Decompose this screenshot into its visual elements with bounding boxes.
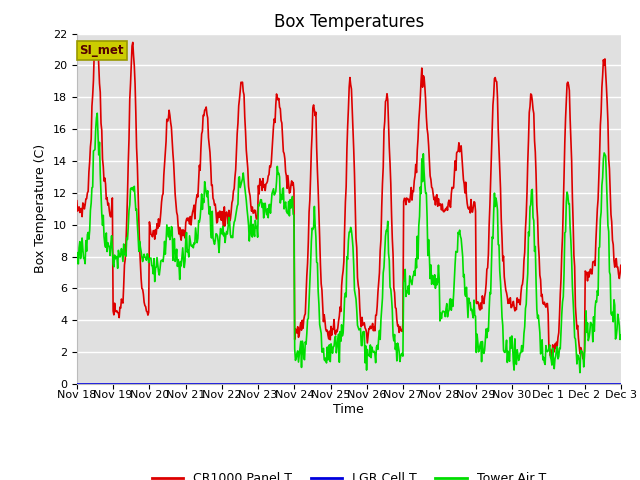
Tower Air T (416, 214, 424, 219)
LGR Cell T (415, 381, 422, 387)
Line: CR1000 Panel T: CR1000 Panel T (77, 42, 621, 359)
Y-axis label: Box Temperature (C): Box Temperature (C) (35, 144, 47, 274)
Tower Air T (617, 332, 625, 338)
LGR Cell T (139, 381, 147, 387)
CR1000 Panel T (223, 213, 231, 218)
CR1000 Panel T (431, 202, 439, 208)
Tower Air T (223, 231, 231, 237)
CR1000 Panel T (129, 39, 136, 45)
X-axis label: Time: Time (333, 403, 364, 416)
CR1000 Panel T (83, 196, 90, 202)
Tower Air T (140, 254, 147, 260)
CR1000 Panel T (617, 263, 625, 268)
LGR Cell T (73, 381, 81, 387)
LGR Cell T (194, 381, 202, 387)
CR1000 Panel T (579, 356, 587, 361)
CR1000 Panel T (416, 108, 424, 113)
CR1000 Panel T (195, 179, 202, 185)
CR1000 Panel T (140, 291, 147, 297)
LGR Cell T (83, 381, 90, 387)
Tower Air T (431, 286, 439, 291)
LGR Cell T (431, 381, 438, 387)
Text: SI_met: SI_met (79, 44, 124, 57)
LGR Cell T (223, 381, 230, 387)
Tower Air T (576, 370, 584, 375)
Tower Air T (195, 218, 202, 224)
LGR Cell T (617, 381, 625, 387)
CR1000 Panel T (73, 198, 81, 204)
Legend: CR1000 Panel T, LGR Cell T, Tower Air T: CR1000 Panel T, LGR Cell T, Tower Air T (147, 468, 551, 480)
Title: Box Temperatures: Box Temperatures (274, 12, 424, 31)
Tower Air T (83, 248, 90, 254)
Tower Air T (93, 110, 101, 116)
Line: Tower Air T: Tower Air T (77, 113, 621, 372)
Tower Air T (73, 261, 81, 266)
